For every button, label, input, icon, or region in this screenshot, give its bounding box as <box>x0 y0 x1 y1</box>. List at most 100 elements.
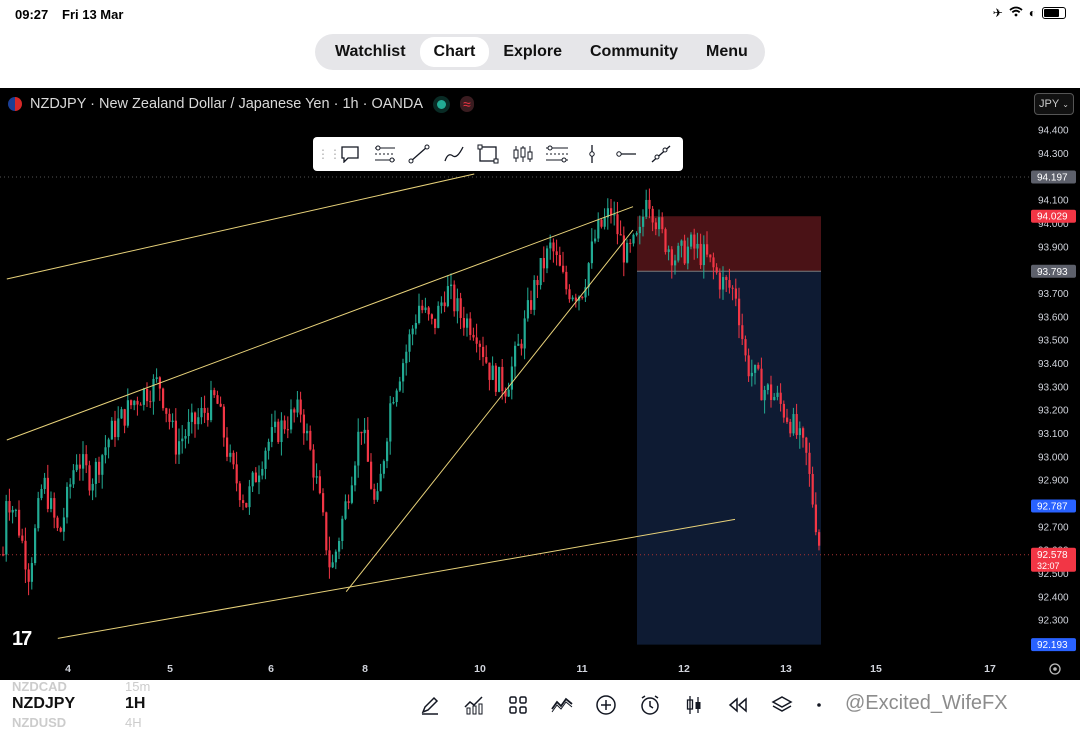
candle-body <box>402 363 405 382</box>
candle-body <box>299 399 302 415</box>
pen-icon[interactable] <box>408 692 452 718</box>
candle-body <box>459 298 462 318</box>
stop-loss-zone <box>637 216 821 272</box>
x-tick-label: 13 <box>780 663 792 675</box>
candle-body <box>8 501 11 513</box>
candle-body <box>213 390 216 396</box>
next-symbol[interactable]: NZDUSD <box>12 715 67 730</box>
candle-body <box>248 486 251 508</box>
trend-line <box>6 173 475 280</box>
brush-icon[interactable] <box>437 137 472 171</box>
y-tick-label: 93.100 <box>1038 429 1069 440</box>
indicator-wave-icon[interactable]: ≈ <box>460 96 474 112</box>
x-tick-label: 4 <box>65 663 71 675</box>
candle-body <box>504 391 507 397</box>
indicators-icon[interactable] <box>452 692 496 718</box>
candle-body <box>283 420 286 430</box>
candle-body <box>747 355 750 377</box>
candle-body <box>494 365 497 392</box>
candle-body <box>229 452 232 457</box>
candle-body <box>427 307 430 315</box>
candle-body <box>491 365 494 380</box>
candle-body <box>133 400 136 406</box>
extended-line-icon[interactable] <box>644 137 679 171</box>
layout-grid-icon[interactable] <box>496 692 540 718</box>
candle-body <box>85 454 88 466</box>
tab-explore[interactable]: Explore <box>503 43 562 60</box>
candle-body <box>75 464 78 471</box>
rectangle-icon[interactable] <box>471 137 506 171</box>
candle-body <box>584 287 587 298</box>
prev-interval[interactable]: 15m <box>125 679 151 694</box>
layers-icon[interactable] <box>760 692 804 718</box>
candle-body <box>654 222 657 230</box>
trend-line-icon[interactable] <box>402 137 437 171</box>
symbol-header[interactable]: NZDJPY · New Zealand Dollar / Japanese Y… <box>8 96 474 112</box>
replay-icon[interactable] <box>716 692 760 718</box>
pair-flag-icon <box>8 97 22 111</box>
candle-body <box>674 260 677 266</box>
price-label: 92.787 <box>1037 502 1068 513</box>
candle-body <box>280 420 283 443</box>
candle-body <box>363 429 366 434</box>
battery-icon <box>1042 7 1066 19</box>
candle-body <box>392 402 395 404</box>
price-chart[interactable]: 94.40094.30094.20094.10094.00093.90093.8… <box>0 88 1080 680</box>
trend-line <box>345 229 634 592</box>
candle-body <box>94 461 97 484</box>
settings-gear-icon[interactable] <box>1049 663 1061 675</box>
candle-body <box>792 414 795 434</box>
candle-body <box>62 517 65 532</box>
candle-body <box>667 249 670 253</box>
price-label-bg <box>1031 499 1076 513</box>
candles-type-icon[interactable] <box>672 692 716 718</box>
candle-body <box>389 403 392 442</box>
candle-body <box>286 429 289 431</box>
chart-area[interactable]: 94.40094.30094.20094.10094.00093.90093.8… <box>0 88 1080 680</box>
status-date: Fri 13 Mar <box>62 7 124 22</box>
status-icons: ✈ ◐ <box>993 6 1066 20</box>
horizontal-ray-icon[interactable] <box>609 137 644 171</box>
next-interval[interactable]: 4H <box>125 715 142 730</box>
candle-body <box>344 501 347 519</box>
candle-body <box>597 219 600 239</box>
candle-body <box>699 243 702 266</box>
currency-select[interactable]: JPY ⌄ <box>1034 93 1074 115</box>
candle-body <box>648 199 651 209</box>
drag-handle-icon[interactable]: ⋮⋮ <box>317 147 341 161</box>
add-circle-icon[interactable] <box>584 692 628 718</box>
y-tick-label: 92.400 <box>1038 592 1069 603</box>
symbol-picker[interactable]: NZDJPY <box>12 695 76 712</box>
x-tick-label: 5 <box>167 663 173 675</box>
strategy-icon[interactable] <box>540 692 584 718</box>
candle-body <box>546 248 549 269</box>
candle-body <box>258 475 261 483</box>
candle-body <box>411 328 414 335</box>
vertical-line-icon[interactable] <box>575 137 610 171</box>
candle-body <box>5 501 8 555</box>
candle-body <box>312 449 315 478</box>
note-icon[interactable] <box>333 137 368 171</box>
x-tick-label: 8 <box>362 663 368 675</box>
interval-picker[interactable]: 1H <box>125 695 146 712</box>
candle-body <box>533 280 536 310</box>
pitchfork-icon[interactable] <box>540 137 575 171</box>
watermark-text: @Excited_WifeFX <box>845 692 1008 714</box>
prev-symbol[interactable]: NZDCAD <box>12 679 67 694</box>
candle-body <box>357 431 360 466</box>
candle-body <box>360 431 363 434</box>
tab-menu[interactable]: Menu <box>706 43 748 60</box>
y-tick-label: 93.400 <box>1038 359 1069 370</box>
price-label: 92.193 <box>1037 640 1068 651</box>
candle-body <box>226 437 229 457</box>
candles-icon[interactable] <box>506 137 541 171</box>
alarm-clock-icon[interactable] <box>628 692 672 718</box>
candle-body <box>680 240 683 246</box>
parallel-channel-icon[interactable] <box>368 137 403 171</box>
tab-community[interactable]: Community <box>590 43 678 60</box>
candle-body <box>520 343 523 349</box>
candle-body <box>795 414 798 436</box>
more-dots-icon[interactable] <box>804 692 848 718</box>
tab-chart[interactable]: Chart <box>419 37 490 67</box>
tab-watchlist[interactable]: Watchlist <box>335 43 406 60</box>
